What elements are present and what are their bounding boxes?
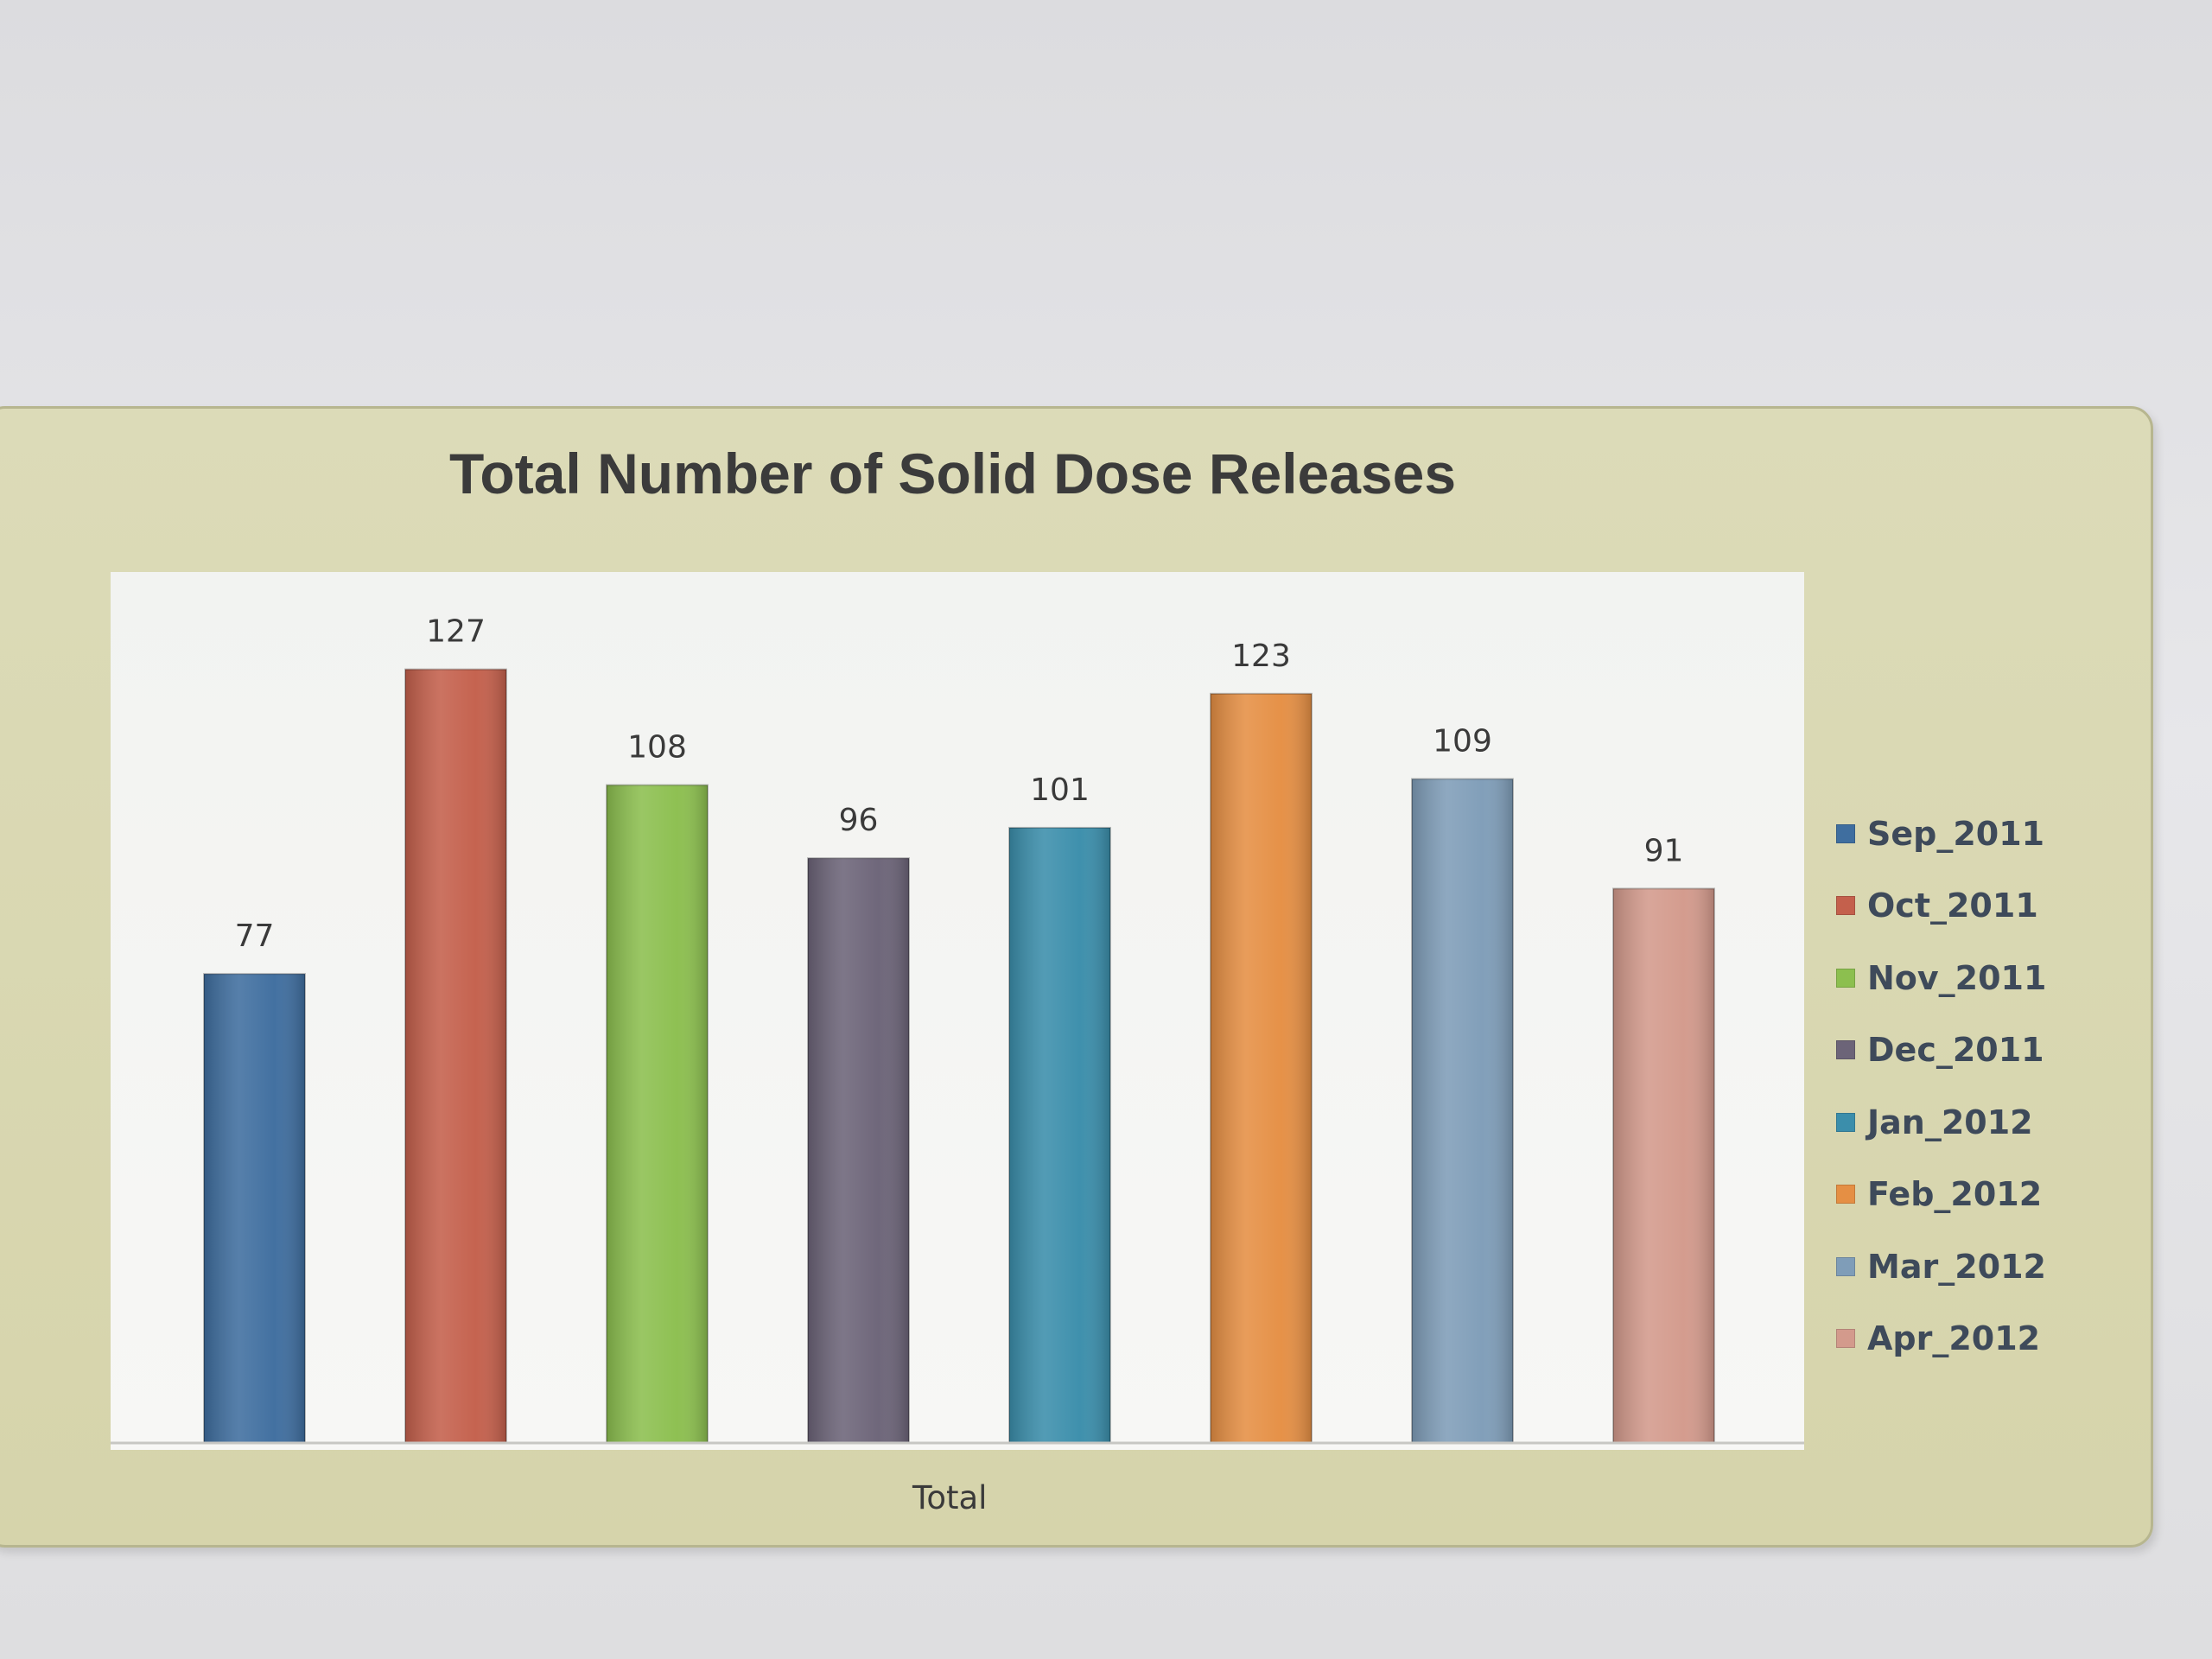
- legend-swatch: [1836, 968, 1855, 988]
- legend-swatch: [1836, 896, 1855, 916]
- legend-swatch: [1836, 1185, 1855, 1205]
- plot-area: 77 127 108 96 101 123 109 91: [111, 572, 1804, 1450]
- legend-item: Apr_2012: [1836, 1303, 2046, 1376]
- data-label: 123: [1231, 639, 1291, 674]
- legend-swatch: [1836, 1329, 1855, 1349]
- legend-label: Dec_2011: [1867, 1031, 2044, 1070]
- legend-item: Sep_2011: [1836, 798, 2046, 870]
- bar-shading: [808, 858, 909, 1443]
- legend-item: Mar_2012: [1836, 1230, 2046, 1303]
- legend-label: Sep_2011: [1867, 814, 2045, 853]
- legend-item: Nov_2011: [1836, 942, 2046, 1014]
- legend-label: Mar_2012: [1867, 1247, 2046, 1286]
- legend-swatch: [1836, 823, 1855, 843]
- data-label: 77: [235, 918, 275, 954]
- bar-shading: [405, 669, 506, 1443]
- legend-item: Oct_2011: [1836, 870, 2046, 943]
- legend-label: Feb_2012: [1867, 1175, 2043, 1214]
- legend-label: Oct_2011: [1867, 887, 2038, 925]
- data-label: 91: [1644, 833, 1684, 868]
- data-label: 108: [627, 730, 687, 766]
- data-label: 127: [426, 614, 486, 650]
- bar-chart: 77 127 108 96 101 123 109 91: [111, 614, 1804, 1445]
- bar-shading: [1613, 888, 1714, 1443]
- bar-shading: [1009, 827, 1110, 1443]
- data-label: 96: [839, 803, 879, 838]
- data-label: 101: [1030, 772, 1090, 808]
- legend-label: Apr_2012: [1867, 1319, 2041, 1358]
- chart-title: Total Number of Solid Dose Releases: [449, 442, 1457, 505]
- legend-item: Jan_2012: [1836, 1086, 2046, 1159]
- legend-swatch: [1836, 1256, 1855, 1276]
- bar-shading: [607, 785, 708, 1443]
- bar-shading: [1211, 693, 1312, 1443]
- bar-shading: [1412, 779, 1513, 1443]
- bar-shading: [204, 974, 305, 1443]
- legend-label: Jan_2012: [1867, 1103, 2033, 1141]
- legend-swatch: [1836, 1040, 1855, 1060]
- data-label: 109: [1433, 724, 1492, 760]
- legend: Sep_2011 Oct_2011 Nov_2011 Dec_2011 Jan_2012…: [1836, 798, 2046, 1375]
- legend-swatch: [1836, 1112, 1855, 1132]
- legend-item: Dec_2011: [1836, 1014, 2046, 1087]
- x-axis-label: Total: [912, 1479, 988, 1516]
- legend-label: Nov_2011: [1867, 958, 2047, 997]
- legend-item: Feb_2012: [1836, 1159, 2046, 1231]
